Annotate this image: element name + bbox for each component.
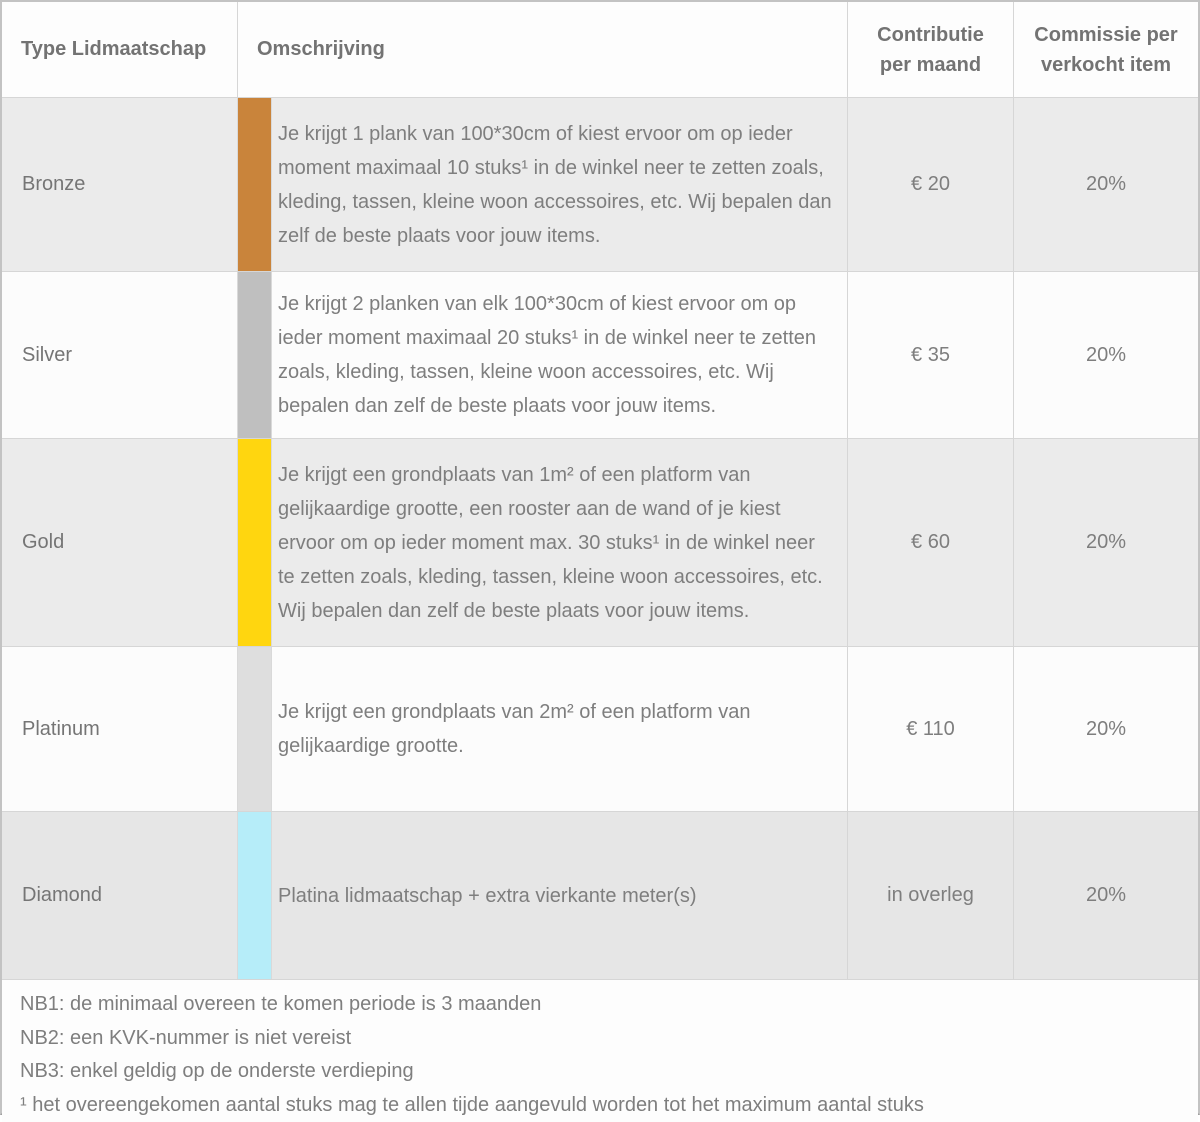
tier-color-bar-bronze [238,98,272,271]
membership-name: Silver [2,272,238,438]
contribution-value: € 20 [848,98,1014,271]
commission-value: 20% [1014,647,1198,811]
contribution-value: in overleg [848,812,1014,979]
commission-value: 20% [1014,98,1198,271]
membership-name: Platinum [2,647,238,811]
tier-color-bar-gold [238,439,272,646]
commission-value: 20% [1014,272,1198,438]
note-footnote-1: ¹ het overeengekomen aantal stuks mag te… [20,1089,1178,1122]
membership-description: Je krijgt een grondplaats van 1m² of een… [272,439,848,646]
commission-value: 20% [1014,439,1198,646]
contribution-value: € 110 [848,647,1014,811]
table-row-diamond: Diamond Platina lidmaatschap + extra vie… [2,812,1198,980]
table-row-gold: Gold Je krijgt een grondplaats van 1m² o… [2,439,1198,647]
header-type-lidmaatschap: Type Lidmaatschap [2,2,238,97]
membership-description: Je krijgt 1 plank van 100*30cm of kiest … [272,98,848,271]
membership-name: Bronze [2,98,238,271]
note-nb1: NB1: de minimaal overeen te komen period… [20,988,1178,1022]
footnotes-section: NB1: de minimaal overeen te komen period… [2,980,1198,1122]
table-row-silver: Silver Je krijgt 2 planken van elk 100*3… [2,272,1198,439]
tier-color-bar-platinum [238,647,272,811]
membership-name: Diamond [2,812,238,979]
table-row-platinum: Platinum Je krijgt een grondplaats van 2… [2,647,1198,812]
tier-color-bar-diamond [238,812,272,979]
membership-description: Platina lidmaatschap + extra vierkante m… [272,812,848,979]
table-row-bronze: Bronze Je krijgt 1 plank van 100*30cm of… [2,98,1198,272]
header-contributie: Contributie per maand [848,2,1014,97]
commission-value: 20% [1014,812,1198,979]
header-commissie: Commissie per verkocht item [1014,2,1198,97]
tier-color-bar-silver [238,272,272,438]
contribution-value: € 35 [848,272,1014,438]
membership-name: Gold [2,439,238,646]
header-omschrijving: Omschrijving [238,2,848,97]
membership-description: Je krijgt 2 planken van elk 100*30cm of … [272,272,848,438]
membership-description: Je krijgt een grondplaats van 2m² of een… [272,647,848,811]
note-nb2: NB2: een KVK-nummer is niet vereist [20,1022,1178,1056]
note-nb3: NB3: enkel geldig op de onderste verdiep… [20,1055,1178,1089]
table-header-row: Type Lidmaatschap Omschrijving Contribut… [2,2,1198,98]
contribution-value: € 60 [848,439,1014,646]
